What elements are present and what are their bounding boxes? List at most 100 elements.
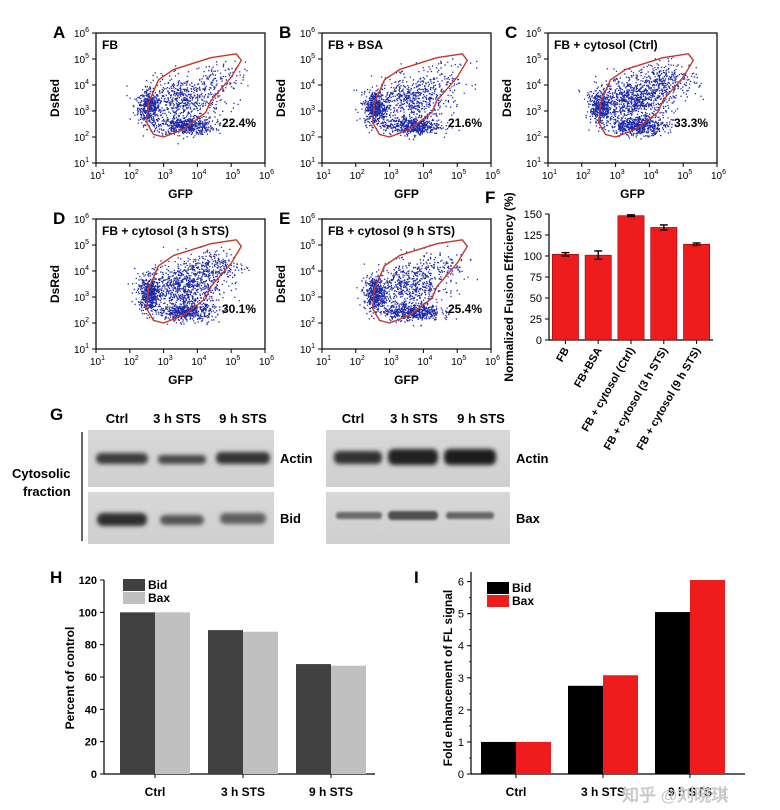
y-tick-label: 101 [74, 157, 89, 170]
panel-letter-a: A [53, 23, 65, 42]
x-tick-label: 105 [225, 169, 240, 182]
y-tick-label: 104 [74, 79, 89, 92]
y-tick-label: 102 [526, 131, 541, 144]
bar-bax-2 [243, 631, 278, 774]
y-tick-label: 50 [530, 293, 542, 305]
panel-letter-f: F [485, 188, 495, 207]
x-tick-label: 102 [350, 355, 365, 368]
y-tick-label: 106 [300, 213, 315, 226]
scatter-points [127, 246, 250, 325]
x-tick-label: 102 [124, 355, 139, 368]
scatter-dots [356, 242, 478, 327]
x-axis-label: GFP [168, 373, 193, 387]
x-tick-label: 103 [158, 355, 173, 368]
x-tick-label: FB + cytosol (9 h STS) [635, 345, 704, 452]
blot-left-bid-bands [97, 513, 266, 526]
x-tick-label: 106 [485, 169, 500, 182]
lane-label-left-3h: 3 h STS [153, 411, 201, 426]
y-axis-label: DsRed [274, 79, 288, 117]
fraction-label-line2: fraction [23, 484, 71, 499]
gate-outline [372, 239, 468, 324]
bar-bid-3 [655, 612, 690, 774]
x-axis-label: GFP [394, 373, 419, 387]
x-tick-label: 9 h STS [309, 785, 353, 799]
x-tick-label: 103 [158, 169, 173, 182]
bar-bax-2 [603, 675, 638, 774]
panel-f-y-axis-label: Normalized Fusion Efficiency (%) [502, 192, 516, 381]
panel-h-y-axis-label: Percent of control [63, 627, 77, 730]
panel-letter-i: I [414, 568, 419, 587]
gate-outline [372, 53, 468, 138]
scatter-points [126, 60, 249, 145]
lane-label-right-9h: 9 h STS [457, 411, 505, 426]
y-tick-label: 100 [79, 607, 97, 619]
x-tick-label: 106 [259, 355, 274, 368]
y-tick-label: 105 [526, 53, 541, 66]
y-tick-label: 102 [300, 317, 315, 330]
x-tick-label: 103 [610, 169, 625, 182]
bar-bid-1 [481, 741, 516, 774]
y-tick-label: 0 [536, 335, 542, 347]
y-tick-label: 106 [74, 27, 89, 40]
x-tick-label: 105 [677, 169, 692, 182]
bar-bax-1 [516, 741, 551, 774]
gate-outline [146, 53, 242, 138]
y-tick-label: 102 [74, 131, 89, 144]
y-tick-label: 1 [458, 737, 464, 749]
legend-label-bid: Bid [148, 578, 167, 592]
y-tick-label: 105 [74, 53, 89, 66]
gate-outline [598, 53, 694, 138]
legend-swatch-bid [123, 579, 145, 591]
scatter-dots [127, 246, 250, 325]
bar-1 [551, 254, 579, 341]
blot-right-actin-bands [334, 449, 496, 465]
y-tick-label: 105 [300, 53, 315, 66]
bar-bid-2 [208, 630, 243, 774]
y-tick-label: 101 [300, 157, 315, 170]
x-tick-label: 105 [451, 169, 466, 182]
flow-panel-title: FB + cytosol (3 h STS) [102, 224, 229, 238]
bar-bax-3 [690, 580, 725, 774]
legend-label-bax: Bax [512, 594, 534, 608]
band-label-left-actin: Actin [280, 451, 313, 466]
y-tick-label: 103 [74, 291, 89, 304]
blot-left-actin-bands [96, 452, 270, 464]
legend-label-bid: Bid [512, 581, 531, 595]
legend-swatch-bax [487, 595, 509, 607]
scatter-dots [126, 60, 249, 145]
gated-percent: 30.1% [222, 302, 256, 316]
x-tick-label: 102 [350, 169, 365, 182]
flow-panel-title: FB + cytosol (Ctrl) [554, 38, 658, 52]
y-tick-label: 75 [530, 272, 542, 284]
panel-letter-e: E [279, 209, 290, 228]
y-tick-label: 120 [79, 575, 97, 587]
blot-right-bax-bands [336, 511, 494, 520]
y-tick-label: 0 [458, 769, 464, 781]
flow-panel-title: FB + cytosol (9 h STS) [328, 224, 455, 238]
lane-label-right-3h: 3 h STS [390, 411, 438, 426]
x-tick-label: 104 [643, 169, 658, 182]
x-tick-label: 101 [316, 355, 331, 368]
x-tick-label: 102 [124, 169, 139, 182]
y-axis-label: DsRed [500, 79, 514, 117]
y-tick-label: 103 [74, 105, 89, 118]
y-tick-label: 4 [458, 641, 464, 653]
flow-panel-title: FB [102, 38, 118, 52]
legend-swatch-bax [123, 592, 145, 604]
y-tick-label: 104 [526, 79, 541, 92]
bar-bid-2 [568, 685, 603, 774]
y-tick-label: 60 [85, 672, 97, 684]
x-tick-label: 106 [259, 169, 274, 182]
y-tick-label: 106 [74, 213, 89, 226]
panel-h-chart: H Percent of control 0 20 40 60 80 100 120 Ctrl… [50, 568, 375, 799]
y-tick-label: 106 [300, 27, 315, 40]
band-label-left-bid: Bid [280, 511, 301, 526]
flow-cytometry-panels: AFB22.4%10110110210210310310410410510510… [48, 23, 726, 387]
y-tick-label: 105 [74, 239, 89, 252]
y-tick-label: 101 [74, 343, 89, 356]
y-tick-label: 106 [526, 27, 541, 40]
